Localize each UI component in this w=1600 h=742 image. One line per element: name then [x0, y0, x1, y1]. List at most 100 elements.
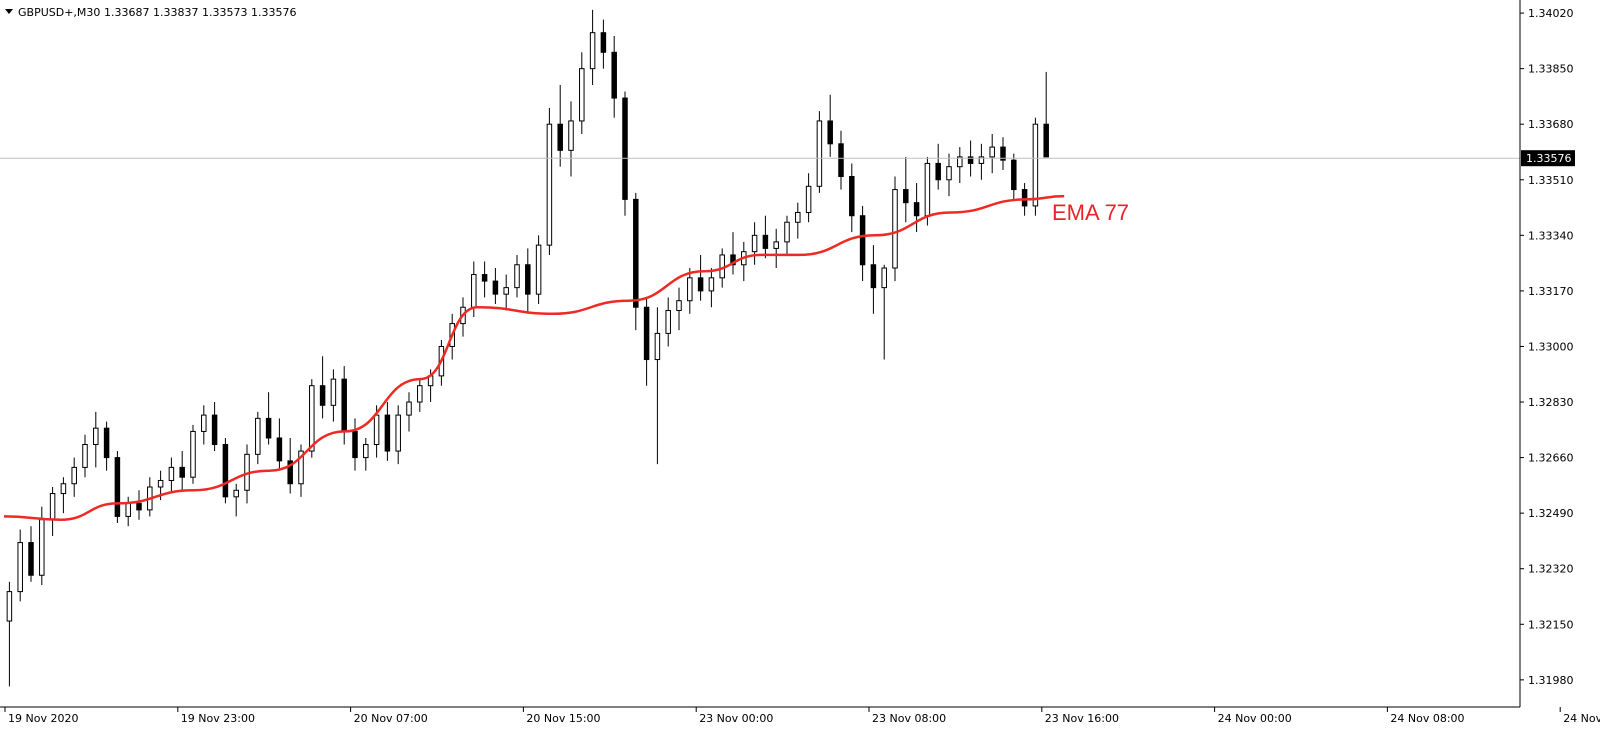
y-tick-label: 1.34020 [1528, 7, 1574, 20]
candle-bull [125, 502, 131, 517]
candle-bull [881, 267, 887, 289]
candle-bear [276, 437, 283, 462]
candle-bull [60, 483, 67, 495]
candle-bear [600, 32, 607, 53]
candle-bear [384, 414, 391, 452]
candle-bull [373, 414, 380, 446]
candle-bull [687, 277, 693, 302]
candle-bear [287, 460, 293, 485]
candle-bear [622, 97, 628, 200]
candle-bear [352, 430, 358, 459]
candle-bull [676, 300, 682, 312]
y-tick-label: 1.33510 [1528, 174, 1574, 187]
candle-bear [492, 280, 499, 295]
candles-layer [6, 9, 1049, 687]
candle-bear [633, 198, 639, 308]
ema-label: EMA 77 [1052, 200, 1129, 225]
candle-bear [967, 156, 974, 164]
y-tick-label: 1.33340 [1528, 229, 1574, 242]
candle-bear [838, 143, 844, 178]
candle-bull [406, 401, 412, 416]
x-tick-label: 19 Nov 2020 [8, 712, 78, 725]
candle-bull [93, 427, 99, 446]
x-tick-label: 24 Nov 08:00 [1390, 712, 1464, 725]
candle-bull [568, 120, 574, 151]
candle-bull [719, 254, 725, 279]
candle-bull [579, 68, 585, 122]
current-price-label: 1.33576 [1526, 152, 1572, 165]
candle-bull [1032, 123, 1039, 207]
candle-bear [827, 120, 833, 145]
x-tick-label: 24 Nov 16:00 [1563, 712, 1600, 725]
y-tick-label: 1.33170 [1528, 285, 1574, 298]
candle-bull [784, 221, 790, 243]
candle-bear [611, 51, 617, 99]
y-tick-label: 1.32320 [1528, 563, 1574, 576]
candle-bull [892, 189, 898, 269]
candle-bear [136, 502, 142, 511]
candle-bull [503, 287, 509, 295]
candle-bull [233, 489, 239, 498]
candle-bear [913, 202, 920, 217]
candle-bull [708, 277, 715, 292]
y-tick-label: 1.32660 [1528, 452, 1574, 465]
candle-bull [546, 123, 553, 246]
y-tick-label: 1.31980 [1528, 674, 1574, 687]
candle-bull [255, 417, 261, 455]
candle-bull [924, 162, 931, 217]
candle-bull [957, 156, 963, 168]
candle-bull [39, 519, 45, 576]
candle-bear [265, 417, 272, 439]
candle-bull [49, 493, 56, 521]
candle-bear [525, 264, 531, 295]
candle-bull [514, 264, 520, 289]
x-tick-label: 23 Nov 16:00 [1045, 712, 1119, 725]
chart-menu-triangle-icon[interactable] [5, 9, 13, 14]
candle-bull [946, 166, 952, 181]
candle-bull [330, 378, 337, 406]
candle-bull [795, 211, 801, 223]
ema-77-line [3, 194, 1065, 521]
candle-bull [201, 414, 207, 432]
x-tick-label: 24 Nov 00:00 [1218, 712, 1292, 725]
candle-bull [978, 156, 985, 164]
candle-bull [6, 591, 13, 622]
candle-bull [654, 332, 661, 361]
candle-bear [903, 189, 909, 204]
candle-bull [989, 146, 995, 158]
candle-bear [179, 466, 185, 478]
candle-bear [341, 378, 347, 432]
candle-bull [71, 466, 77, 485]
y-tick-label: 1.32150 [1528, 618, 1574, 631]
candle-bear [222, 444, 229, 498]
candle-bull [773, 241, 779, 249]
y-tick-label: 1.32490 [1528, 507, 1574, 520]
candle-bull [417, 385, 423, 403]
candle-bear [762, 234, 769, 249]
candle-bull [363, 444, 369, 459]
candle-bear [319, 385, 326, 406]
x-axis: 19 Nov 2020 19 Nov 23:00 20 Nov 07:00 20 No… [4, 707, 1600, 725]
current-price-tag [1521, 150, 1575, 167]
candle-bear [1011, 159, 1017, 191]
y-axis: 1.34020 1.33850 1.33680 1.33510 1.33340 1.331… [1520, 7, 1574, 687]
candle-bear [1043, 123, 1049, 158]
candle-bear [28, 542, 34, 576]
candle-bull [535, 244, 542, 295]
y-tick-label: 1.33000 [1528, 340, 1574, 353]
x-tick-label: 20 Nov 15:00 [526, 712, 600, 725]
candle-bull [309, 385, 315, 452]
candle-bear [730, 254, 736, 266]
chart-symbol: GBPUSD+,M30 [18, 6, 100, 19]
x-tick-label: 20 Nov 07:00 [354, 712, 428, 725]
candle-bull [157, 479, 164, 488]
candle-bull [751, 234, 758, 253]
candle-bear [1000, 146, 1006, 161]
candle-bear [859, 215, 866, 266]
candle-bull [395, 414, 401, 452]
candle-bull [168, 466, 175, 481]
candle-bull [665, 310, 671, 334]
x-tick-label: 19 Nov 23:00 [181, 712, 255, 725]
candle-bear [114, 457, 121, 517]
